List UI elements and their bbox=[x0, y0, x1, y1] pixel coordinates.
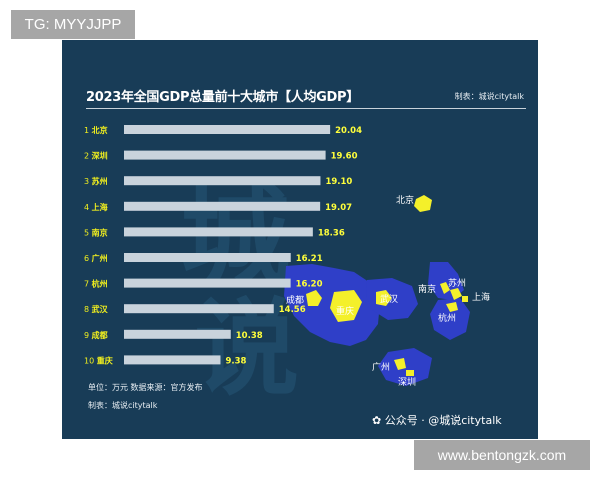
bar-category-label: 2 深圳 bbox=[84, 151, 108, 161]
bar-value-label: 16.21 bbox=[296, 254, 323, 264]
source-label-top: 制表：城说citytalk bbox=[454, 92, 524, 101]
bar-value-label: 19.10 bbox=[325, 177, 352, 187]
bar bbox=[124, 227, 313, 237]
bar bbox=[124, 355, 221, 365]
bar bbox=[124, 176, 321, 186]
bar-value-label: 19.60 bbox=[331, 152, 358, 162]
bar-value-label: 20.04 bbox=[335, 126, 362, 136]
top-watermark-tag: TG: MYYJJPP bbox=[11, 10, 135, 39]
chart-panel: 城 说 北京 成都 重庆 武汉 南京 bbox=[62, 40, 538, 439]
bar bbox=[124, 304, 274, 314]
chart-title: 2023年全国GDP总量前十大城市【人均GDP】 bbox=[86, 90, 359, 105]
map-label: 成都 bbox=[286, 294, 304, 306]
bar-category-label: 6 广州 bbox=[84, 253, 108, 263]
bar-category-label: 4 上海 bbox=[84, 202, 108, 212]
bar bbox=[124, 329, 231, 339]
bar-category-label: 8 武汉 bbox=[84, 304, 109, 314]
map-label: 北京 bbox=[396, 194, 414, 206]
map-cities bbox=[306, 195, 468, 376]
bar bbox=[124, 150, 326, 160]
bottom-watermark-tag: www.bentongzk.com bbox=[414, 440, 590, 470]
map-label: 广州 bbox=[372, 361, 390, 373]
map-city-chengdu bbox=[306, 290, 322, 306]
map-city-shanghai bbox=[462, 296, 468, 302]
wechat-watermark: ✿ 公众号 · @城说citytalk bbox=[372, 412, 502, 428]
map-label: 杭州 bbox=[438, 312, 456, 324]
map-city-nanjing bbox=[440, 282, 450, 294]
wechat-icon: ✿ bbox=[372, 414, 382, 427]
bar-category-label: 3 苏州 bbox=[84, 176, 108, 186]
map-label: 重庆 bbox=[336, 305, 354, 317]
unit-source-note: 单位：万元 数据来源：官方发布 bbox=[88, 383, 203, 392]
map-label: 南京 bbox=[418, 283, 436, 295]
map-city-wuhan bbox=[376, 290, 392, 306]
chart-canvas: 城 说 北京 成都 重庆 武汉 南京 bbox=[84, 125, 490, 410]
bar bbox=[124, 253, 291, 262]
maker-note: 制表：城说citytalk bbox=[88, 401, 158, 410]
map-city-beijing bbox=[414, 195, 432, 212]
bar bbox=[124, 125, 331, 134]
bar-category-label: 9 成都 bbox=[84, 330, 108, 340]
map-city-suzhou bbox=[450, 288, 462, 300]
bar bbox=[124, 278, 291, 288]
map-region-hubei bbox=[366, 278, 418, 320]
bar-category-label: 10 重庆 bbox=[84, 355, 113, 365]
bar-value-label: 9.38 bbox=[225, 356, 246, 366]
title-divider bbox=[86, 108, 526, 109]
bar-value-label: 18.36 bbox=[318, 228, 345, 238]
map-city-shenzhen bbox=[406, 370, 414, 376]
bar bbox=[124, 201, 321, 211]
map-label: 上海 bbox=[472, 291, 490, 303]
map-label: 武汉 bbox=[380, 293, 398, 305]
map-city-guangzhou bbox=[394, 358, 406, 370]
bar-category-label: 1 北京 bbox=[84, 125, 108, 135]
bar-value-label: 16.20 bbox=[296, 280, 323, 290]
bar-value-label: 14.56 bbox=[279, 305, 306, 315]
bar-category-label: 7 杭州 bbox=[84, 279, 108, 289]
map-label: 苏州 bbox=[448, 277, 466, 289]
bar-value-label: 19.07 bbox=[325, 203, 352, 213]
map-city-hangzhou bbox=[446, 302, 458, 312]
map-labels: 北京 成都 重庆 武汉 南京 苏州 上海 杭州 广州 深圳 bbox=[286, 194, 490, 388]
map-city-chongqing bbox=[330, 290, 362, 322]
bar-series: 1 北京 20.04 2 深圳 19.60 3 苏州 19.10 4 上海 19.07 5 南京… bbox=[84, 125, 362, 366]
bar-value-label: 10.38 bbox=[236, 331, 263, 341]
watermark-label: 公众号 · @城说citytalk bbox=[384, 414, 502, 427]
map-label: 深圳 bbox=[398, 377, 416, 388]
map-region-zhejiang bbox=[430, 298, 470, 340]
bar-category-label: 5 南京 bbox=[84, 227, 108, 237]
